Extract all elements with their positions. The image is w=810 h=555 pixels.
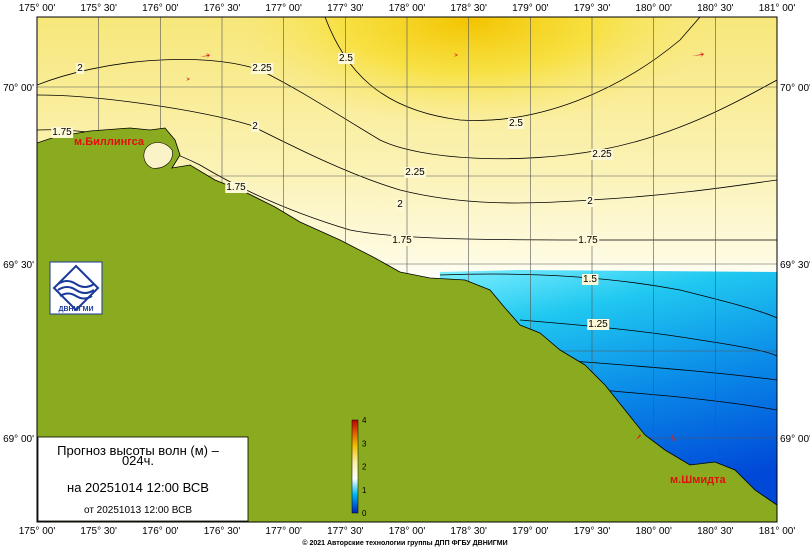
footer: © 2021 Авторские технологии группы ДПП Ф… [302,539,507,547]
lon-label: 178° 00' [389,3,426,14]
lon-label: 175° 30' [80,526,117,537]
lon-label: 176° 00' [142,526,179,537]
lat-label: 70° 00' [3,83,34,94]
contour-label: 2 [397,199,403,210]
lon-label: 178° 30' [450,3,487,14]
lon-label: 176° 30' [204,526,241,537]
contour-label-bg [586,196,595,207]
colorbar-tick: 1 [362,486,367,495]
logo: ДВНИГМИ [49,261,103,315]
contour-label: 1.75 [226,182,246,193]
contour-label-bg [396,199,405,210]
lon-label: 179° 30' [574,3,611,14]
contour-label: 2 [252,121,258,132]
lon-label: 179° 30' [574,526,611,537]
contour-label-bg [251,63,274,74]
lon-label: 177° 30' [327,3,364,14]
contour-label: 1.75 [578,235,598,246]
contour-label: 2.5 [339,53,353,64]
contour-label-bg [404,167,427,178]
place-label: м.Шмидта [670,474,727,486]
logo-text: ДВНИГМИ [59,306,94,313]
legend-lead: 024ч. [122,453,154,468]
contour-label-bg [225,182,248,193]
contour-label: 2 [587,196,593,207]
colorbar-tick: 3 [362,439,367,448]
contour-label: 1.25 [588,319,608,330]
lon-label: 179° 00' [512,526,549,537]
wind-arrows [178,52,704,442]
contour-label: 2.25 [405,167,425,178]
contour-label: 1.75 [52,127,72,138]
lat-label: 69° 30' [3,260,34,271]
lon-label: 181° 00' [759,526,796,537]
land [37,127,777,522]
colorbar-tick: 2 [362,463,367,472]
lon-label: 180° 30' [697,526,734,537]
map-frame [36,16,778,523]
contour-label-bg [587,319,610,330]
legend-title: Прогноз высоты волн (м) – [57,443,219,458]
contour-label-bg [591,149,614,160]
lon-label: 175° 30' [80,3,117,14]
place-label: м.Биллингса [74,136,145,148]
lon-label: 175° 00' [19,3,56,14]
contour-label-bg [582,274,599,285]
contour-label-bg [508,118,525,129]
legend-issued: от 20251013 12:00 ВСВ [84,505,192,516]
contour-label: 2 [77,63,83,74]
contours [37,17,777,411]
contour-label: 1.5 [583,274,597,285]
lon-label: 179° 00' [512,3,549,14]
legend-valid: на 20251014 12:00 ВСВ [67,480,209,495]
lon-label: 177° 30' [327,526,364,537]
lagoon [143,142,173,169]
lon-label: 176° 00' [142,3,179,14]
contour-label-bg [338,53,355,64]
contour-label: 2.5 [509,118,523,129]
lat-label: 70° 00' [780,83,810,94]
lat-label: 69° 00' [3,434,34,445]
contour-label: 1.75 [392,235,412,246]
lat-label: 69° 00' [780,434,810,445]
legend-box: Прогноз высоты волн (м) – 024ч. на 20251… [37,436,249,522]
colorbar-tick: 4 [362,416,367,425]
lon-label: 180° 30' [697,3,734,14]
lon-label: 176° 30' [204,3,241,14]
lat-label: 69° 30' [780,260,810,271]
contour-label-bg [251,121,260,132]
colorbar-tick: 0 [362,509,367,518]
contour-label-bg [76,63,85,74]
lon-label: 180° 00' [635,3,672,14]
contour-label-bg [51,127,74,138]
lon-label: 177° 00' [265,526,302,537]
lon-label: 177° 00' [265,3,302,14]
logo-box [49,261,103,315]
lon-label: 178° 30' [450,526,487,537]
lon-label: 181° 00' [759,3,796,14]
contour-label-bg [391,235,414,246]
map-area [37,17,777,522]
contour-label-bg [577,235,600,246]
lon-label: 178° 00' [389,526,426,537]
colorbar [351,419,359,514]
lon-label: 180° 00' [635,526,672,537]
lon-label: 175° 00' [19,526,56,537]
contour-label: 2.25 [252,63,272,74]
contour-label: 2.25 [592,149,612,160]
